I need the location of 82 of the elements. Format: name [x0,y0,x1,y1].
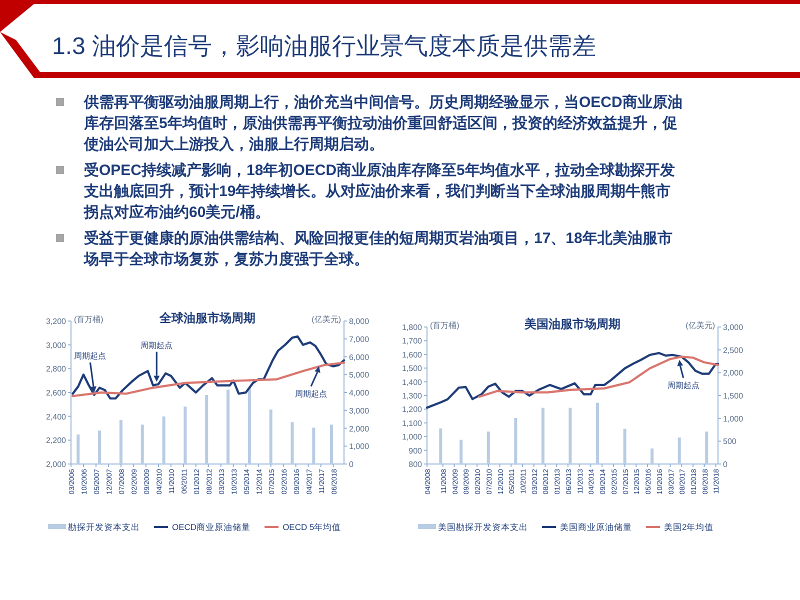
line-series [478,356,720,398]
y-tick-label: 2,000 [46,460,67,469]
legend-label: 勘探开发资本支出 [68,522,140,532]
y-tick-label: 2,200 [46,436,67,446]
bar [514,418,518,464]
bar [541,408,544,464]
y-tick-label: 1,600 [402,350,423,360]
y-tick-label: 1,400 [402,378,423,387]
y2-tick-label: 3,000 [349,406,370,416]
line-series [72,362,346,398]
y2-tick-label: 7,000 [349,334,370,344]
text: 受益于更健康的原油供需结构、风险回报更佳的短周期页岩油项目，17、18年北美油服市场早于全球市场复苏，复苏力度强于全球。 [84,228,674,270]
bar [330,424,334,464]
legend-label: OECD 5年均值 [282,522,342,532]
y-tick-label: 1,500 [402,364,423,374]
y-tick-label: 3,000 [46,340,67,350]
y2-tick-label: 0 [723,460,728,469]
y-tick-label: 2,600 [46,388,67,398]
bar [623,428,626,464]
bar [705,432,708,464]
text: 受OPEC持续减产影响，18年初OECD商业原油库存降至5年均值水平，拉动全球勘探开发支出触底回升，预计19年持续增长。从对应油价来看，我们判断当下全球油服周期牛熊市拐点对应布油约60美元/桶。 [84,161,676,223]
y-axis-title: (百万桶) [74,315,104,324]
bar [205,395,208,464]
y2-tick-label: 6,000 [349,352,370,362]
y-axis-title: (百万桶) [430,321,460,330]
bar [269,409,272,464]
y2-tick-label: 1,500 [723,392,744,400]
y-tick-label: 1,200 [402,405,423,414]
bar [184,406,187,464]
y2-tick-label: 1,000 [723,414,744,424]
y2-tick-label: 2,500 [723,346,744,355]
line-series [72,335,346,400]
y2-axis-title: (亿美元) [312,315,342,324]
y-tick-label: 3,200 [46,317,67,326]
bar [460,440,463,464]
y2-tick-label: 2,000 [349,424,370,434]
bar [596,402,600,464]
chart-title: 全球油服市场周期 [158,311,256,325]
bar [248,388,251,464]
chart-title: 美国油服市场周期 [524,317,620,331]
y-tick-label: 1,000 [402,432,423,442]
legend-label: 美国勘探开发资本支出 [438,522,528,532]
bar [119,420,122,464]
y2-tick-label: 8,000 [349,317,370,326]
y-tick-label: 900 [408,446,423,456]
bar [76,434,80,464]
y2-tick-label: 4,000 [349,388,370,398]
text: 1.3 油价是信号，影响油服行业景气度本质是供需差 [52,32,596,62]
bar [678,438,681,464]
bar [650,448,654,464]
y-tick-label: 1,700 [402,336,423,346]
legend-label: 美国商业原油储量 [560,522,632,532]
y-tick-label: 1,300 [402,392,423,400]
legend-label: OECD商业原油储量 [172,522,251,532]
text: 供需再平衡驱动油服周期上行，油价充当中间信号。历史周期经验显示，当OECD商业原油库存回落至5年均值时，原油供需再平衡拉动油价重回舒适区间，投资的经济效益提升，促使油公司加大上游投入，油服上行周期启动。 [84,93,684,155]
bar [568,408,572,464]
y2-tick-label: 0 [349,460,354,469]
y-tick-label: 2,400 [46,412,67,422]
annotation: 周期起点 [140,340,173,350]
bar [140,424,144,464]
y2-axis-title: (亿美元) [686,321,716,330]
bar [226,390,230,464]
y2-tick-label: 3,000 [723,323,744,332]
y-tick-label: 1,800 [402,323,423,332]
bar [162,416,166,464]
y2-tick-label: 2,000 [723,368,744,378]
y2-tick-label: 5,000 [349,370,370,380]
bar [312,428,316,464]
bar [486,432,490,464]
y-tick-label: 1,100 [402,418,423,428]
annotation: 周期起点 [667,380,700,390]
legend-label: 美国2年均值 [664,522,714,532]
y2-tick-label: 1,000 [349,442,370,452]
line-series [426,352,720,409]
bar [98,430,102,464]
bar [439,428,442,464]
annotation: 周期起点 [74,352,106,360]
y-tick-label: 800 [408,460,423,469]
bar [290,422,294,464]
y2-tick-label: 500 [723,437,737,446]
annotation: 周期起点 [295,389,328,398]
y-tick-label: 2,800 [46,364,67,374]
